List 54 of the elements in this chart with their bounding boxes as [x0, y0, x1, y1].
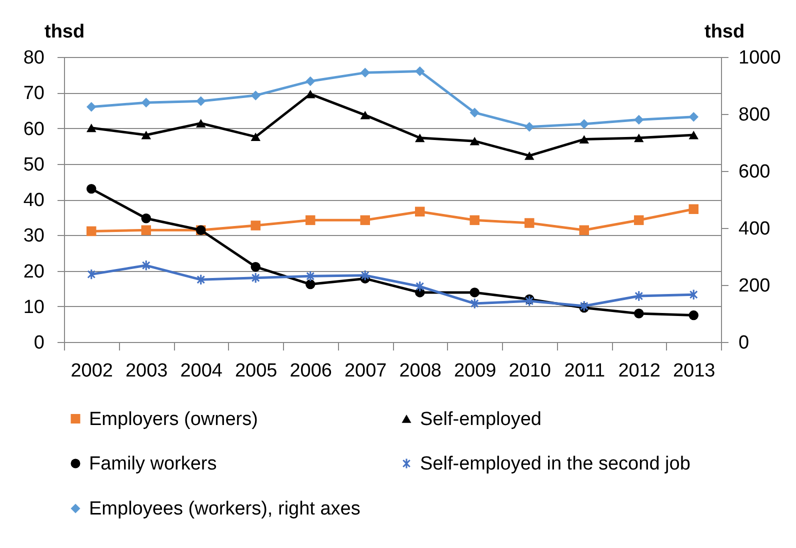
y2-tick-label: 400 — [738, 218, 770, 240]
x-tick-label: 2010 — [508, 360, 552, 382]
legend-label: Self-employed — [420, 408, 542, 430]
x-tick-label: 2009 — [454, 360, 496, 382]
point — [250, 262, 260, 272]
x-tick-label: 2002 — [70, 360, 114, 382]
y-tick-label: 70 — [23, 83, 44, 104]
point — [196, 96, 206, 106]
x-tick-label: 2008 — [399, 360, 442, 382]
x-tick-label: 2011 — [564, 360, 606, 382]
y-tick-label: 60 — [23, 118, 44, 140]
legend-label: Employers (owners) — [89, 408, 258, 430]
point — [306, 279, 316, 290]
point — [688, 310, 698, 320]
y-tick-label: 50 — [23, 154, 44, 176]
x-tick-label: 2007 — [344, 360, 387, 382]
point — [634, 215, 644, 226]
y-tick-label: 40 — [23, 190, 44, 211]
y2-tick-label: 800 — [738, 104, 770, 126]
y-tick-label: 20 — [23, 261, 44, 282]
legend-label: Employees (workers), right axes — [89, 498, 360, 520]
y2-tick-label: 600 — [738, 162, 770, 182]
x-tick-label: 2013 — [672, 360, 716, 382]
y-tick-label: 10 — [23, 296, 44, 318]
point — [579, 225, 589, 236]
point — [524, 122, 534, 132]
x-tick-label: 2012 — [618, 360, 661, 382]
legend-label: Self-employed in the second job — [420, 454, 690, 474]
point — [470, 215, 480, 226]
y-tick-label: 80 — [23, 48, 44, 68]
point — [86, 226, 96, 236]
y-tick-label: 0 — [34, 332, 44, 354]
point — [360, 215, 370, 226]
point — [87, 269, 96, 280]
legend-label: Family workers — [89, 454, 217, 474]
point — [306, 215, 316, 226]
x-tick-label: 2005 — [234, 360, 278, 382]
y-tick-label: 30 — [23, 226, 44, 247]
point — [688, 112, 698, 122]
point — [360, 68, 370, 78]
x-tick-label: 2003 — [125, 360, 168, 382]
point — [86, 184, 96, 194]
point — [141, 225, 151, 236]
point — [306, 76, 316, 86]
x-tick-label: 2004 — [180, 360, 223, 382]
x-tick-label: 2006 — [290, 360, 332, 382]
y-axis-title: thsd — [44, 22, 85, 42]
y2-tick-label: 1000 — [738, 48, 781, 68]
point — [634, 114, 644, 125]
point — [196, 274, 205, 285]
y2-tick-label: 0 — [738, 332, 750, 354]
y2-axis-title: thsd — [704, 22, 745, 42]
point — [415, 66, 425, 76]
y2-tick-label: 200 — [738, 276, 770, 296]
